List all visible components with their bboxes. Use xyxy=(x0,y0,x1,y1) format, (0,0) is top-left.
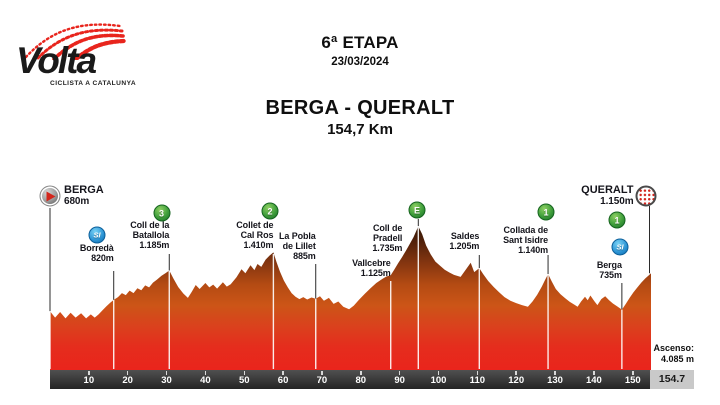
axis-tick-label: 100 xyxy=(430,375,447,386)
marker-altitude: 1.150m xyxy=(600,196,634,207)
stage-date: 23/03/2024 xyxy=(331,56,389,68)
marker-name-line: Berga xyxy=(596,260,622,270)
total-distance-box: 154.7 xyxy=(650,370,694,389)
stage-distance: 154,7 Km xyxy=(327,121,393,138)
marker-label-borred-: Borredà 820m xyxy=(79,243,114,264)
category-1-climb-icon: 1 xyxy=(608,211,626,229)
intermediate-sprint-icon: SI xyxy=(88,226,106,243)
marker-name-line: Collada de xyxy=(503,225,549,235)
marker-altitude: 885m xyxy=(293,250,316,261)
marker-label-saldes: Saldes 1.205m xyxy=(449,231,480,252)
marker-altitude: 1.205m xyxy=(449,240,480,251)
marker-label-collada-de: Collada de Sant Isidre 1.140m xyxy=(503,225,549,255)
marker-altitude: 680m xyxy=(64,196,90,207)
axis-tick xyxy=(321,371,323,375)
volta-logo: Volta CICLISTA A CATALUNYA xyxy=(14,16,154,90)
marker-label-coll-de: Coll de Pradell 1.735m xyxy=(372,223,403,253)
axis-tick-label: 50 xyxy=(238,375,250,386)
axis-tick xyxy=(204,371,207,375)
km-axis-bar: 10 20 30 40 50 60 70 80 90 100 110 120 130 140 150 xyxy=(50,370,650,389)
axis-tick-label: 140 xyxy=(585,375,602,386)
marker-label-vallcebre: Vallcebre 1.125m xyxy=(352,258,391,279)
category-2-climb-icon: 2 xyxy=(261,202,279,220)
axis-tick xyxy=(632,371,634,375)
axis-tick-label: 70 xyxy=(316,375,328,386)
intermediate-sprint-icon: SI xyxy=(611,238,629,256)
axis-tick-label: 20 xyxy=(122,375,133,386)
marker-label-queralt: QUERALT 1.150m xyxy=(581,184,634,208)
marker-altitude: 1.735m xyxy=(372,242,403,253)
marker-name-line: Vallcebre xyxy=(352,258,391,268)
category-3-climb-icon: 3 xyxy=(153,204,170,222)
marker-name-line: Pradell xyxy=(372,232,403,243)
axis-tick xyxy=(398,371,401,375)
total-ascent-label: Ascenso: xyxy=(653,343,694,353)
marker-label-berga: BERGA 680m xyxy=(64,184,104,208)
category-1-climb-icon: 1 xyxy=(537,203,555,221)
axis-tick-label: 120 xyxy=(508,375,525,386)
marker-label-coll-de-la: Coll de la Batallola 1.185m xyxy=(130,220,170,250)
marker-name-line: de Lillet xyxy=(282,240,316,251)
axis-tick xyxy=(593,371,595,375)
marker-label-berga: Berga 735m xyxy=(596,260,622,281)
start-triangle-icon xyxy=(46,191,56,201)
start-icon xyxy=(39,185,60,207)
axis-tick xyxy=(360,371,362,375)
marker-name-line: La Pobla xyxy=(279,231,316,241)
finish-polkadot-icon xyxy=(635,185,657,207)
marker-altitude: 735m xyxy=(599,269,622,280)
marker-name: BERGA xyxy=(64,184,104,196)
stage-title: 6ª ETAPA xyxy=(321,33,399,52)
axis-tick-label: 110 xyxy=(469,375,486,386)
axis-tick xyxy=(437,371,440,375)
marker-name-line: Batallola xyxy=(132,229,170,240)
axis-tick-label: 60 xyxy=(277,375,289,386)
axis-tick xyxy=(282,371,284,375)
marker-label-collet-de: Collet de Cal Ros 1.410m xyxy=(236,220,274,250)
stage-route: BERGA - QUERALT xyxy=(265,97,455,119)
axis-tick xyxy=(165,371,168,375)
marker-label-la-pobla: La Pobla de Lillet 885m xyxy=(279,231,316,261)
marker-name-line: Coll de xyxy=(372,223,403,233)
marker-altitude: 1.125m xyxy=(360,267,391,278)
logo-wordmark: Volta xyxy=(16,40,97,81)
axis-tick-label: 30 xyxy=(161,375,172,386)
axis-tick-label: 150 xyxy=(624,375,641,386)
axis-tick-label: 130 xyxy=(547,375,563,386)
axis-tick-label: 90 xyxy=(394,375,405,386)
total-ascent-value: 4.085 m xyxy=(660,353,694,364)
logo-swoosh-icon xyxy=(24,23,127,60)
marker-altitude: 1.140m xyxy=(518,244,549,255)
marker-altitude: 1.410m xyxy=(243,239,274,250)
marker-altitude: 1.185m xyxy=(139,239,170,250)
axis-tick xyxy=(88,371,90,375)
logo-subtitle: CICLISTA A CATALUNYA xyxy=(50,80,137,87)
total-ascent: Ascenso: 4.085 m xyxy=(653,343,694,364)
marker-name: QUERALT xyxy=(581,184,634,196)
axis-tick xyxy=(515,371,517,375)
axis-tick xyxy=(476,371,479,375)
axis-tick xyxy=(243,371,245,375)
marker-altitude: 820m xyxy=(91,252,114,263)
marker-name-line: Saldes xyxy=(450,231,480,241)
axis-tick-label: 80 xyxy=(355,375,367,386)
marker-name-line: Collet de xyxy=(236,220,274,230)
axis-tick-label: 40 xyxy=(200,375,211,386)
marker-name-line: Borredà xyxy=(79,243,114,253)
axis-tick-label: 10 xyxy=(83,375,95,386)
marker-name-line: Coll de la xyxy=(130,220,170,230)
axis-tick xyxy=(126,371,129,375)
marker-name-line: Cal Ros xyxy=(240,229,274,240)
marker-name-line: Sant Isidre xyxy=(503,234,549,245)
category-E-climb-icon: E xyxy=(408,201,426,219)
axis-tick xyxy=(554,371,556,375)
